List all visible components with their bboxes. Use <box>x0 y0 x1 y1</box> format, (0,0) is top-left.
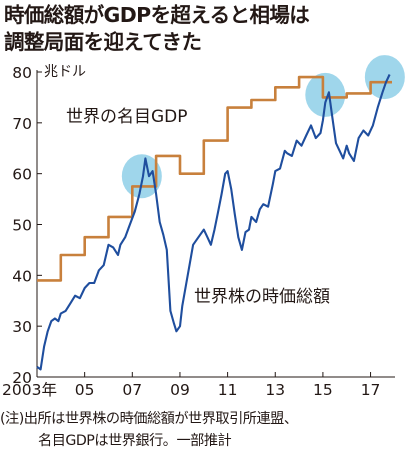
x-tick-label-11: 11 <box>218 381 238 399</box>
x-tick-label-07: 07 <box>122 381 142 399</box>
highlight-layer <box>121 55 405 199</box>
x-tick-label-17: 17 <box>361 381 381 399</box>
highlight-circle-3 <box>364 55 405 100</box>
source-note: (注)出所は世界株の時価総額が世界取引所連盟、 名目GDPは世界銀行。一部推計 <box>0 408 408 452</box>
source-note-line-1: (注)出所は世界株の時価総額が世界取引所連盟、 <box>0 411 298 427</box>
x-tick-label-05: 05 <box>75 381 95 399</box>
y-tick-label-70: 70 <box>12 115 32 133</box>
tick-layer: 20 30 40 50 60 70 80 2003年 05 07 09 11 13 15 17 <box>2 64 380 399</box>
x-tick-label-13: 13 <box>265 381 285 399</box>
x-tick-label-2003年: 2003年 <box>2 381 57 399</box>
y-tick-label-30: 30 <box>12 318 32 336</box>
highlight-circle-2 <box>305 72 346 117</box>
chart-title: 時価総額がGDPを超えると相場は 調整局面を迎えてきた <box>4 2 408 56</box>
y-tick-label-80: 80 <box>12 64 32 82</box>
x-tick-label-09: 09 <box>170 381 190 399</box>
series-layer <box>36 74 392 371</box>
chart-title-line-1: 時価総額がGDPを超えると相場は <box>4 3 310 27</box>
source-note-line-2: 名目GDPは世界銀行。一部推計 <box>38 433 232 449</box>
series-label-market-cap: 世界株の時価総額 <box>194 287 330 307</box>
y-tick-label-20: 20 <box>12 369 32 387</box>
series-label-gdp: 世界の名目GDP <box>66 107 188 127</box>
chart-title-line-2: 調整局面を迎えてきた <box>4 30 202 54</box>
y-axis-unit-label: 兆ドル <box>44 64 86 80</box>
y-tick-label-50: 50 <box>12 217 32 235</box>
market-cap-line <box>36 74 391 371</box>
x-tick-label-15: 15 <box>313 381 333 399</box>
y-tick-label-40: 40 <box>12 267 32 285</box>
y-tick-label-60: 60 <box>12 166 32 184</box>
